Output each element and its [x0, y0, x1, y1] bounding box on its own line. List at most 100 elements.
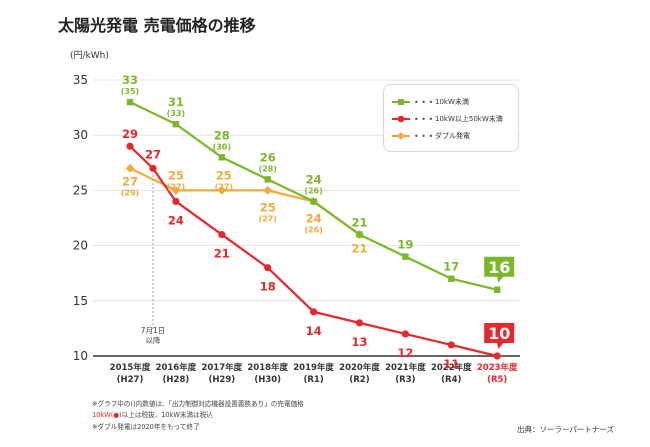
y-tick-25: 25: [73, 183, 88, 197]
label-0-1: 31: [168, 95, 184, 109]
note-line-2-red: 10kW(●): [92, 411, 122, 419]
x-tick-sub-6: (R3): [395, 375, 415, 385]
label-sub-2-3: (27): [258, 214, 276, 223]
point-0-6: [402, 253, 409, 260]
label-sub-0-1: (33): [167, 109, 185, 118]
x-tick-8: 2023年度: [477, 362, 518, 373]
note-line-2: 10kW(●)以上は税抜、10kW未満は税込: [92, 409, 213, 419]
series-line-2: [129, 167, 361, 236]
point-0-0: [126, 98, 134, 106]
callout-box-1: [484, 323, 515, 349]
x-tick-sub-8: (R5): [487, 375, 507, 385]
legend-label-orange: ダブル発電: [435, 132, 470, 140]
label-2-4: 24: [306, 211, 322, 225]
svg-text:• • •: • • •: [414, 115, 432, 124]
point-0-5: [356, 231, 363, 238]
label-0-0: 33: [122, 73, 138, 87]
svg-text:• • •: • • •: [414, 98, 432, 107]
y-axis-label: (円/kWh): [70, 50, 109, 61]
x-tick-sub-0: (H27): [117, 375, 144, 385]
point-1-2: [172, 197, 180, 206]
x-tick-sub-3: (H30): [254, 375, 281, 385]
label-sub-0-4: (26): [304, 186, 322, 195]
x-tick-sub-7: (R4): [441, 375, 461, 385]
note-line-3: ※ダブル発電は2020年をもって終了: [92, 423, 200, 431]
label-1-2: 24: [168, 213, 184, 227]
x-tick-3: 2018年度: [247, 362, 288, 373]
label-sub-0-0: (35): [121, 87, 139, 96]
y-tick-20: 20: [73, 239, 88, 253]
point-1-5: [310, 308, 318, 316]
label-0-2: 28: [214, 128, 230, 142]
label-sub-2-4: (26): [304, 225, 322, 234]
point-1-3: [218, 230, 226, 239]
label-sub-2-1: (27): [167, 182, 185, 191]
svg-text:• • •: • • •: [414, 132, 432, 141]
note-line-1: ※グラフ中の()内数値は、「出力制御対応機器設置義務あり」の売電価格: [92, 400, 304, 408]
point-1-1: [149, 164, 157, 172]
x-tick-4: 2019年度: [293, 362, 334, 373]
label-1-6: 13: [351, 335, 367, 349]
legend-label-green: 10kW未満: [435, 98, 469, 106]
annotation-line-1: 7月1日: [141, 326, 166, 335]
source-credit: 出典：ソーラーパートナーズ: [517, 425, 615, 434]
point-2-0: [125, 163, 135, 173]
label-1-7: 12: [397, 346, 413, 360]
label-sub-0-3: (28): [258, 164, 276, 173]
point-0-4: [310, 198, 317, 205]
label-0-4: 24: [306, 172, 322, 186]
label-2-0: 27: [122, 174, 138, 188]
x-tick-1: 2016年度: [156, 362, 197, 373]
x-tick-0: 2015年度: [110, 362, 151, 373]
x-tick-sub-5: (R2): [349, 375, 369, 385]
x-tick-5: 2020年度: [339, 362, 380, 373]
label-sub-2-2: (27): [215, 182, 233, 191]
y-tick-15: 15: [73, 294, 88, 308]
x-tick-6: 2021年度: [385, 362, 426, 373]
page-title: 太陽光発電 売電価格の推移: [58, 16, 256, 35]
point-0-7: [448, 275, 455, 282]
x-tick-2: 2017年度: [201, 362, 242, 373]
label-2-2: 25: [216, 168, 232, 182]
point-1-4: [264, 264, 272, 272]
point-1-6: [355, 319, 364, 327]
y-tick-30: 30: [73, 128, 88, 142]
point-2-3: [263, 186, 273, 195]
y-tick-10: 10: [73, 349, 88, 363]
point-0-8: [494, 286, 501, 293]
label-0-5: 21: [351, 216, 367, 230]
x-tick-sub-1: (H28): [163, 375, 190, 385]
label-1-3: 21: [214, 247, 230, 261]
point-1-9: [493, 352, 501, 360]
point-2-1: [171, 186, 181, 195]
callout-box-0: [484, 256, 515, 283]
label-1-1: 27: [145, 147, 161, 161]
label-1-8: 11: [443, 357, 459, 371]
point-1-0: [126, 142, 134, 150]
point-0-1: [172, 120, 180, 128]
label-1-5: 14: [306, 324, 322, 338]
point-1-7: [401, 330, 409, 338]
y-tick-35: 35: [73, 73, 88, 87]
callout-value-0: 16: [488, 258, 510, 277]
label-sub-0-2: (30): [213, 142, 231, 151]
annotation-line-2: 以降: [146, 335, 161, 345]
label-0-3: 26: [260, 150, 276, 164]
note-line-2-rest: 以上は税抜、10kW未満は税込: [121, 411, 213, 419]
point-0-3: [264, 176, 271, 183]
label-0-7: 17: [443, 260, 459, 274]
label-2-3: 25: [260, 200, 276, 214]
callout-value-1: 10: [488, 324, 510, 343]
x-tick-sub-2: (H29): [208, 375, 235, 385]
label-2-1: 25: [168, 168, 184, 182]
label-1-0: 29: [122, 127, 138, 141]
x-tick-sub-4: (R1): [303, 375, 323, 385]
legend-label-red: 10kW以上50kW未満: [435, 115, 503, 123]
x-tick-7: 2022年度: [431, 362, 472, 373]
label-1-4: 18: [260, 280, 276, 294]
series-line-1: [129, 145, 498, 358]
point-2-2: [217, 186, 227, 195]
chart-legend: • • • 10kW未満 • • • 10kW以上50kW未満 • • • ダブ…: [383, 84, 519, 152]
label-2-5: 21: [351, 242, 367, 256]
